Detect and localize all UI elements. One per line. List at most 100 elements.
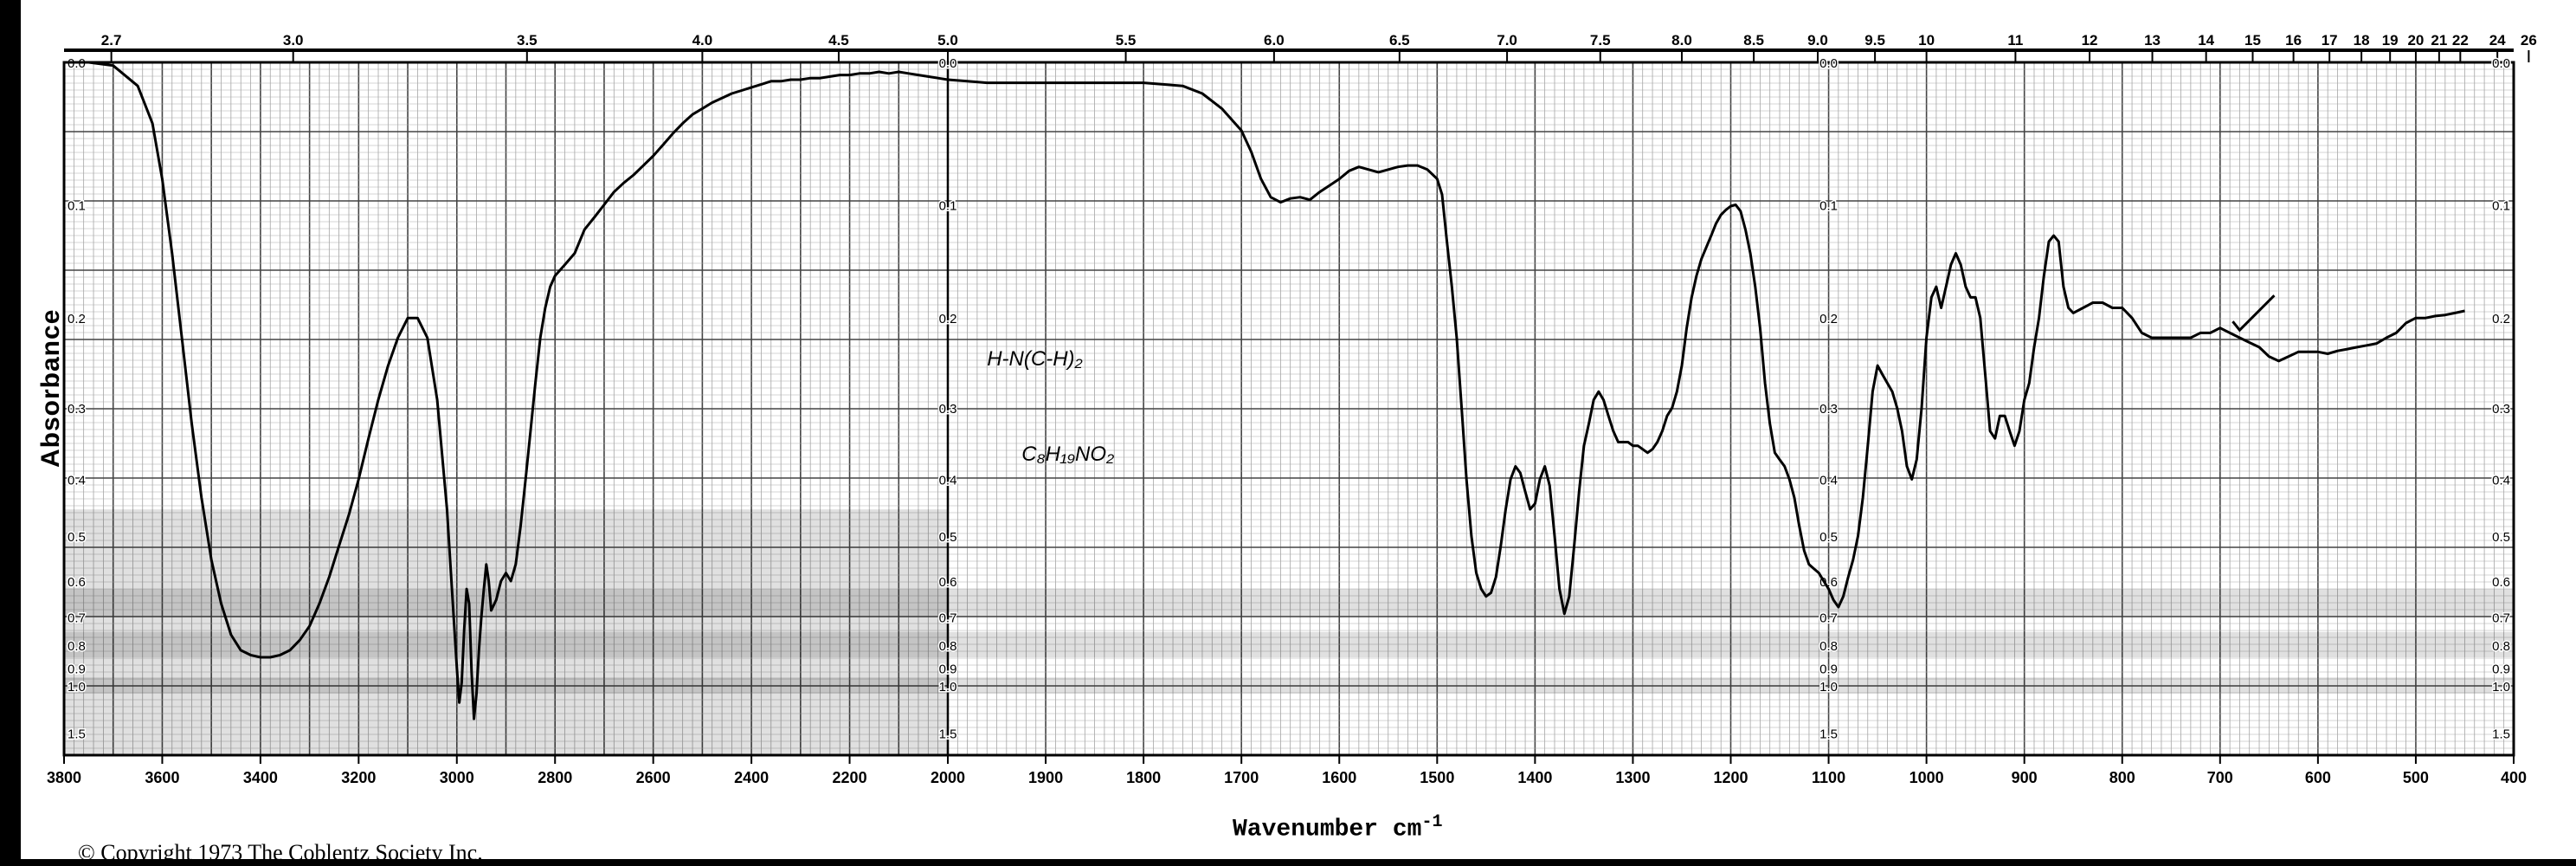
wavelength-tick-label: 8.5: [1743, 32, 1764, 48]
wavenumber-tick-label: 1000: [1909, 769, 1944, 786]
absorbance-scale-label: 0.9: [2492, 662, 2510, 676]
plot-frame: [62, 61, 2515, 757]
structure-annotation: H-N(C-H)₂: [987, 347, 1082, 371]
absorbance-scale-label: 0.6: [2492, 575, 2510, 590]
wavelength-tick-label: 15: [2244, 32, 2261, 48]
absorbance-scale-label: 0.1: [1819, 199, 1838, 214]
absorbance-scale-label: 0.6: [1819, 575, 1838, 590]
absorbance-scale-label: 0.3: [2492, 402, 2510, 417]
wavelength-tick-label: 3.0: [283, 32, 304, 48]
absorbance-scale-label: 0.2: [68, 312, 86, 326]
absorbance-scale-label: 0.8: [68, 639, 86, 654]
absorbance-scale-label: 1.5: [2492, 727, 2510, 742]
absorbance-scale-label: 0.8: [939, 639, 957, 654]
absorbance-scale-label: 0.5: [2492, 530, 2510, 545]
wavenumber-tick-label: 2000: [931, 769, 965, 786]
absorbance-scale-label: 1.0: [939, 680, 957, 695]
wavenumber-tick-label: 3200: [341, 769, 376, 786]
absorbance-shade-band: [64, 631, 2514, 657]
wavenumber-tick-label: 3800: [47, 769, 81, 786]
wavelength-tick-label: 3.5: [517, 32, 538, 48]
absorbance-scale-label: 1.5: [1819, 727, 1838, 742]
wavelength-tick-label: 16: [2285, 32, 2302, 48]
absorbance-scale-label: 0.1: [939, 199, 957, 214]
wavenumber-tick-label: 2800: [538, 769, 572, 786]
absorbance-scale-label: 0.7: [68, 611, 86, 625]
absorbance-scale-label: 0.6: [68, 575, 86, 590]
check-mark: [2231, 294, 2276, 333]
x-axis-title-exponent: -1: [1421, 812, 1443, 832]
absorbance-scale-label: 0.5: [68, 530, 86, 545]
absorbance-scale-label: 0.2: [2492, 312, 2510, 326]
wavelength-tick-label: 4.0: [692, 32, 713, 48]
ir-spectrum-chart: 2.7 3.0 3.5 4.0 4.5 5.0 5.5 6.0 6.5 7.0 7.5 8.0 8.5 9…: [47, 32, 2537, 786]
wavenumber-tick-label: 1100: [1812, 769, 1845, 786]
wavelength-tick-label: 24: [2489, 32, 2506, 48]
wavenumber-tick-label: 3000: [440, 769, 474, 786]
x-axis-title-text: Wavenumber cm: [1233, 816, 1422, 843]
y-axis-title: Absorbance: [36, 308, 65, 468]
wavelength-tick-label: 6.5: [1389, 32, 1410, 48]
absorbance-scale-label: 1.0: [2492, 680, 2510, 695]
wavenumber-tick-label: 600: [2305, 769, 2331, 786]
absorbance-scale-label: 0.5: [939, 530, 957, 545]
wavelength-tick-label: 9.5: [1864, 32, 1885, 48]
wavelength-tick-label: 20: [2407, 32, 2424, 48]
x-axis-title: Wavenumber cm-1: [1233, 812, 1442, 843]
absorbance-scale-label: 0.7: [1819, 611, 1838, 625]
wavelength-tick-label: 9.0: [1807, 32, 1828, 48]
wavelength-tick-label: 5.5: [1116, 32, 1137, 48]
wavenumber-tick-label: 500: [2403, 769, 2429, 786]
wavelength-tick-label: 7.0: [1497, 32, 1517, 48]
absorbance-scale-label: 0.3: [939, 402, 957, 417]
top-scale-bar: [64, 48, 2514, 52]
absorbance-scale-label: 0.2: [1819, 312, 1838, 326]
wavenumber-tick-label: 1900: [1028, 769, 1063, 786]
absorbance-shade-band: [64, 589, 2514, 617]
absorbance-scale-label: 0.1: [2492, 199, 2510, 214]
absorbance-scale-label: 0.2: [939, 312, 957, 326]
absorbance-scale-label: 0.5: [1819, 530, 1838, 545]
wavenumber-tick-label: 700: [2207, 769, 2233, 786]
wavelength-tick-label: 5.0: [937, 32, 958, 48]
wavelength-tick-label: 6.0: [1264, 32, 1285, 48]
dense-grid-shade: [64, 509, 948, 755]
wavelength-tick-label: 18: [2354, 32, 2370, 48]
wavelength-tick-label: 19: [2382, 32, 2399, 48]
wavenumber-tick-label: 800: [2109, 769, 2135, 786]
wavelength-tick-label: 2.7: [101, 32, 122, 48]
wavelength-tick-label: 8.0: [1671, 32, 1692, 48]
absorbance-scale-label: 0.7: [2492, 611, 2510, 625]
wavelength-tick-label: 13: [2144, 32, 2161, 48]
wavelength-tick-label: 14: [2198, 32, 2214, 48]
wavelength-tick-label: 21: [2431, 32, 2447, 48]
copyright-notice: © Copyright 1973 The Coblentz Society In…: [78, 840, 483, 865]
wavenumber-tick-label: 3400: [243, 769, 278, 786]
absorbance-scale-label: 0.4: [939, 474, 957, 488]
absorbance-scale-label: 0.3: [68, 402, 86, 417]
wavelength-tick-label: 22: [2452, 32, 2469, 48]
absorbance-scale-label: 0.9: [68, 662, 86, 676]
wavenumber-tick-label: 1300: [1615, 769, 1650, 786]
absorbance-scale-label: 0.4: [68, 474, 86, 488]
wavenumber-tick-label: 2600: [636, 769, 671, 786]
absorbance-scale-label: 1.0: [1819, 680, 1838, 695]
wavelength-tick-label: 11: [2007, 32, 2023, 48]
wavenumber-tick-label: 1200: [1713, 769, 1748, 786]
wavenumber-tick-label: 3600: [145, 769, 179, 786]
absorbance-scale-label: 0.7: [939, 611, 957, 625]
absorbance-scale-label: 1.5: [68, 727, 86, 742]
absorbance-scale-label: 0.0: [939, 56, 957, 71]
absorbance-shade-band: [64, 677, 2514, 694]
absorbance-scale-label: 1.5: [939, 727, 957, 742]
absorbance-scale-label: 0.4: [2492, 474, 2510, 488]
absorbance-scale-label: 0.9: [939, 662, 957, 676]
absorbance-scale-label: 0.3: [1819, 402, 1838, 417]
wavenumber-tick-label: 2200: [833, 769, 867, 786]
absorbance-scale-label: 0.4: [1819, 474, 1838, 488]
spectrum-sheet: 2.7 3.0 3.5 4.0 4.5 5.0 5.5 6.0 6.5 7.0 7.5 8.0 8.5 9…: [21, 0, 2576, 865]
wavenumber-tick-label: 1500: [1420, 769, 1454, 786]
absorbance-scale-label: 0.0: [1819, 56, 1838, 71]
wavelength-tick-label: 26: [2521, 32, 2537, 48]
wavenumber-tick-label: 2400: [734, 769, 769, 786]
